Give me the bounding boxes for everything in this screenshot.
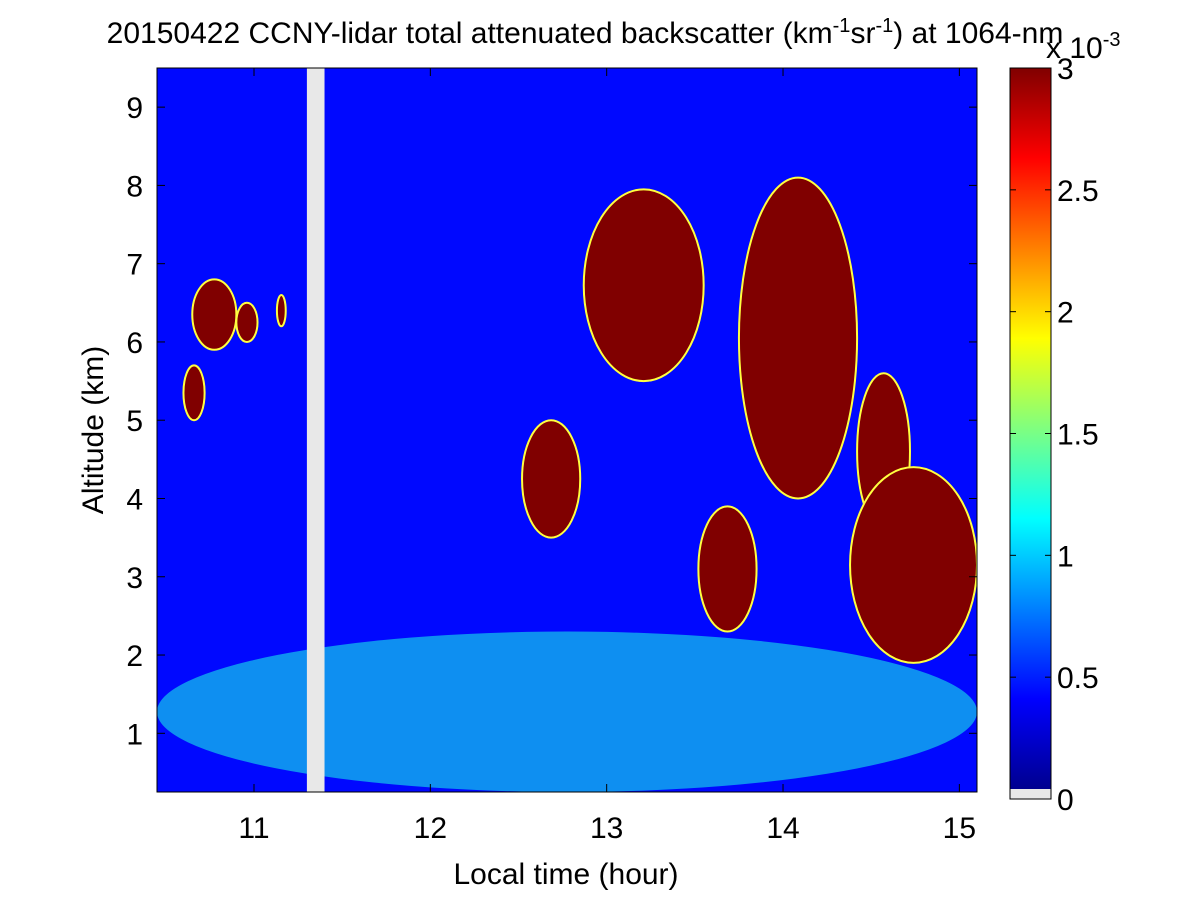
colorbar-tick-label: 3 xyxy=(1057,53,1074,86)
y-tick-label: 5 xyxy=(126,405,143,438)
thin-cloud-region xyxy=(275,293,287,328)
y-tick-label: 8 xyxy=(126,170,143,203)
y-tick-label: 1 xyxy=(126,718,143,751)
y-tick-label: 2 xyxy=(126,640,143,673)
data-gap-band xyxy=(306,68,325,792)
chart-title: 20150422 CCNY-lidar total attenuated bac… xyxy=(107,15,1064,50)
thin-cloud-region xyxy=(235,301,259,343)
x-axis: 11 12 13 14 15 xyxy=(238,68,976,845)
y-tick-label: 3 xyxy=(126,562,143,595)
plot-frame xyxy=(156,67,978,793)
cirrus-region xyxy=(737,176,859,500)
x-tick-label: 13 xyxy=(590,812,623,845)
y-tick-label: 6 xyxy=(126,327,143,360)
colorbar-tick-label: 1 xyxy=(1057,540,1074,573)
low-cloud-region xyxy=(697,505,758,633)
x-tick-label: 12 xyxy=(414,812,447,845)
colorbar-tick-label: 1.5 xyxy=(1057,419,1099,452)
colorbar-gradient xyxy=(1010,68,1051,789)
x-axis-label: Local time (hour) xyxy=(453,858,678,891)
y-tick-label: 7 xyxy=(126,249,143,282)
mid-level-cloud-region xyxy=(521,419,582,539)
colorbar-tick-label: 2 xyxy=(1057,297,1074,330)
heatmap-plot-area xyxy=(156,67,978,793)
x-tick-label: 11 xyxy=(238,812,269,845)
colorbar-nodata-swatch xyxy=(1010,789,1051,799)
thin-cloud-region xyxy=(191,278,238,351)
x-tick-label: 14 xyxy=(766,812,799,845)
colorbar-exponent: x 10-3 xyxy=(1046,29,1121,65)
colorbar-tick-label: 2.5 xyxy=(1057,175,1099,208)
y-tick-label: 9 xyxy=(126,92,143,125)
low-cloud-region xyxy=(849,466,977,664)
cirrus-region xyxy=(582,188,705,383)
thin-cloud-region xyxy=(182,364,206,422)
y-axis-label: Altitude (km) xyxy=(77,346,110,514)
boundary-layer-aerosol-region xyxy=(157,631,977,792)
y-axis: 1 2 3 4 5 6 7 8 9 xyxy=(126,92,977,751)
colorbar-tick-label: 0.5 xyxy=(1057,662,1099,695)
y-tick-label: 4 xyxy=(126,483,143,516)
colorbar: 0 0.5 1 1.5 2 2.5 3 x 10-3 xyxy=(1009,29,1121,817)
colorbar-tick-label: 0 xyxy=(1057,784,1074,817)
x-tick-label: 15 xyxy=(943,812,976,845)
